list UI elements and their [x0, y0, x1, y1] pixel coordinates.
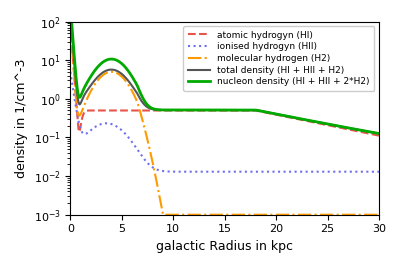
ionised hydrogyn (HII) — [269, 170, 273, 173]
molecular hydrogen (H2) — [269, 213, 273, 216]
atomic hydrogyn (HI) — [298, 118, 303, 121]
nucleon density (HI + HII + 2*H2) — [68, 3, 73, 6]
Line: molecular hydrogen (H2): molecular hydrogen (H2) — [70, 24, 379, 215]
molecular hydrogen (H2) — [298, 213, 303, 216]
molecular hydrogen (H2) — [160, 213, 165, 216]
total density (HI + HII + H2) — [186, 108, 190, 111]
ionised hydrogyn (HII) — [249, 170, 254, 173]
atomic hydrogyn (HI) — [124, 109, 129, 112]
molecular hydrogen (H2) — [186, 213, 191, 216]
Line: atomic hydrogyn (HI): atomic hydrogyn (HI) — [70, 23, 379, 136]
ionised hydrogyn (HII) — [322, 170, 326, 173]
ionised hydrogyn (HII) — [186, 170, 190, 173]
Y-axis label: density in 1/cm^-3: density in 1/cm^-3 — [15, 58, 28, 178]
total density (HI + HII + H2) — [298, 117, 303, 121]
ionised hydrogyn (HII) — [68, 70, 73, 73]
atomic hydrogyn (HI) — [253, 109, 258, 112]
total density (HI + HII + H2) — [68, 10, 73, 13]
nucleon density (HI + HII + 2*H2) — [322, 122, 326, 125]
Line: ionised hydrogyn (HII): ionised hydrogyn (HII) — [70, 72, 379, 172]
Legend: atomic hydrogyn (HI), ionised hydrogyn (HII), molecular hydrogen (H2), total den: atomic hydrogyn (HI), ionised hydrogyn (… — [183, 26, 375, 91]
molecular hydrogen (H2) — [253, 213, 258, 216]
ionised hydrogyn (HII) — [124, 133, 129, 137]
atomic hydrogyn (HI) — [377, 134, 381, 137]
ionised hydrogyn (HII) — [298, 170, 303, 173]
nucleon density (HI + HII + 2*H2) — [124, 67, 129, 70]
nucleon density (HI + HII + 2*H2) — [377, 132, 381, 135]
nucleon density (HI + HII + 2*H2) — [253, 108, 258, 111]
total density (HI + HII + H2) — [124, 77, 129, 80]
total density (HI + HII + H2) — [253, 108, 258, 111]
atomic hydrogyn (HI) — [269, 112, 273, 115]
atomic hydrogyn (HI) — [322, 123, 326, 126]
Line: nucleon density (HI + HII + 2*H2): nucleon density (HI + HII + 2*H2) — [70, 5, 379, 133]
molecular hydrogen (H2) — [377, 213, 381, 216]
ionised hydrogyn (HII) — [377, 170, 381, 173]
ionised hydrogyn (HII) — [253, 170, 258, 173]
total density (HI + HII + H2) — [377, 132, 381, 135]
molecular hydrogen (H2) — [124, 80, 129, 84]
total density (HI + HII + H2) — [269, 111, 273, 115]
molecular hydrogen (H2) — [68, 22, 73, 25]
atomic hydrogyn (HI) — [68, 22, 73, 25]
molecular hydrogen (H2) — [322, 213, 326, 216]
nucleon density (HI + HII + 2*H2) — [269, 111, 273, 115]
X-axis label: galactic Radius in kpc: galactic Radius in kpc — [156, 240, 293, 253]
atomic hydrogyn (HI) — [186, 109, 190, 112]
nucleon density (HI + HII + 2*H2) — [186, 108, 190, 111]
nucleon density (HI + HII + 2*H2) — [298, 117, 303, 120]
Line: total density (HI + HII + H2): total density (HI + HII + H2) — [70, 11, 379, 134]
total density (HI + HII + H2) — [322, 122, 326, 125]
